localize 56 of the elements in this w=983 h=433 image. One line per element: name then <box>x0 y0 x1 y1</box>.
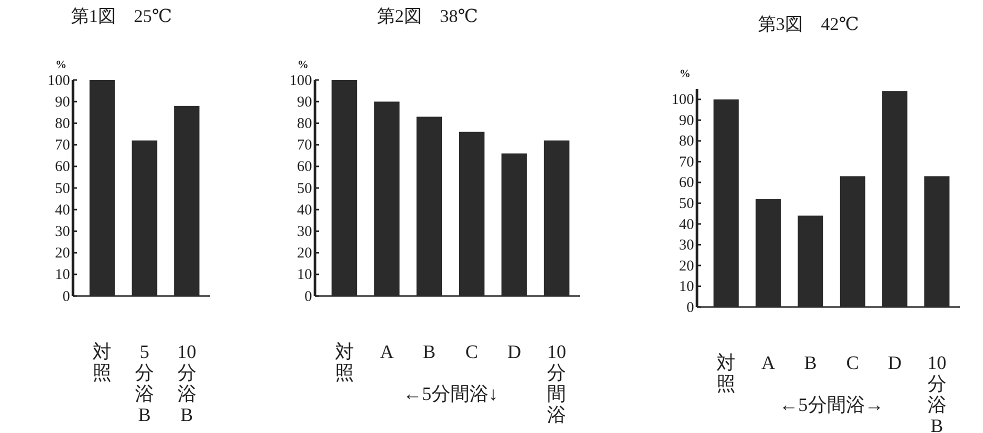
text: ←5分間浴→ <box>779 395 884 416</box>
y-tick-label: 80 <box>679 134 694 150</box>
y-tick-label: 10 <box>55 267 70 284</box>
y-tick-label: 50 <box>55 180 70 197</box>
y-tick-label: 40 <box>679 216 694 233</box>
y-tick-label: 20 <box>55 246 70 262</box>
x-tick-label: 5分浴B <box>135 342 154 426</box>
x-tick-label: C <box>465 342 478 363</box>
y-axis-title: % <box>56 59 66 71</box>
y-tick-label: 20 <box>679 258 694 274</box>
y-tick-label: 60 <box>297 159 312 176</box>
y-tick-label: 10 <box>297 267 312 284</box>
x-tick-label: 10分浴B <box>177 342 196 426</box>
y-tick-label: 30 <box>297 224 312 240</box>
y-tick-label: 40 <box>55 202 70 218</box>
x-tick-label: 10分浴B <box>927 353 946 433</box>
y-tick-label: 20 <box>297 246 312 262</box>
y-tick-label: 30 <box>679 238 694 254</box>
y-tick-label: 100 <box>672 92 694 108</box>
y-tick-label: 60 <box>679 175 694 192</box>
y-tick-label: 50 <box>679 196 694 212</box>
y-tick-label: 70 <box>297 138 312 154</box>
y-axis-title: % <box>298 59 308 71</box>
y-tick-label: 100 <box>290 72 312 89</box>
y-tick-label: 90 <box>55 94 70 110</box>
y-tick-label: 0 <box>686 300 694 316</box>
y-axis-title: % <box>680 68 690 80</box>
y-tick-label: 90 <box>297 94 312 110</box>
x-tick-label: A <box>761 353 776 374</box>
y-tick-label: 70 <box>55 138 70 154</box>
x-tick-label: 10分間浴 <box>547 342 566 426</box>
chart-title: 第2図 38℃ <box>376 6 478 26</box>
y-tick-label: 0 <box>62 288 70 305</box>
y-tick-label: 60 <box>55 159 70 176</box>
y-tick-label: 100 <box>48 72 70 89</box>
y-tick-label: 70 <box>679 154 694 170</box>
y-tick-label: 0 <box>304 288 312 305</box>
text: ←5分間浴↓ <box>403 384 498 405</box>
x-tick-label: B <box>422 342 436 363</box>
x-tick-label: D <box>507 342 522 363</box>
y-tick-label: 40 <box>297 202 312 218</box>
chart-title: 第1図 25℃ <box>70 6 172 26</box>
y-tick-label: 80 <box>297 116 312 132</box>
x-tick-label: B <box>804 353 817 374</box>
y-tick-label: 50 <box>297 180 312 197</box>
y-tick-label: 10 <box>679 279 694 296</box>
y-tick-label: 30 <box>55 224 70 240</box>
y-tick-label: 80 <box>55 116 70 132</box>
y-tick-label: 90 <box>679 112 694 129</box>
x-tick-label: 対照 <box>92 341 112 384</box>
x-tick-label: C <box>846 353 859 374</box>
x-tick-label: D <box>888 353 902 374</box>
x-tick-label: A <box>380 342 394 363</box>
x-tick-label: 対照 <box>334 341 354 384</box>
chart-title: 第3図 42℃ <box>758 14 860 34</box>
x-tick-label: 対照 <box>716 352 736 395</box>
